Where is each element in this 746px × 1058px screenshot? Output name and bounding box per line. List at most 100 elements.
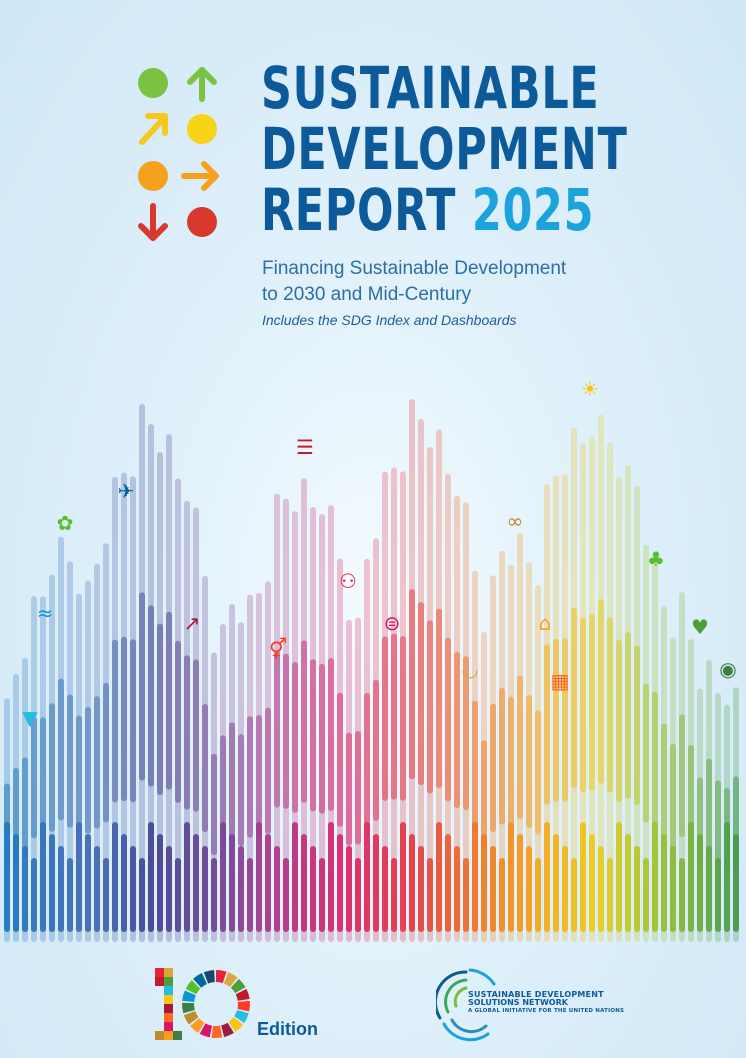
bar-segment [355,858,361,932]
bar-segment [337,834,343,932]
bar-segment [625,834,631,932]
bar-segment [409,589,415,780]
peace-dove-icon: ✈ [118,479,135,503]
bar-segment [265,707,271,834]
bar-segment [166,846,172,932]
bar-segment [463,858,469,932]
bar-segment [643,858,649,932]
bar-segment [454,651,460,809]
bar-segment [175,640,181,803]
sdsn-globe-icon [436,968,496,1042]
bar-segment [364,822,370,932]
bar-segment [463,656,469,811]
bar-segment [202,703,208,833]
sdg-wheel-segment [182,990,196,1002]
bar-segment [274,650,280,808]
bar-segment [94,846,100,932]
bar-segment [634,645,640,806]
bar-segment [166,611,172,790]
sdr-logo-grid [138,67,219,241]
bar-segment [4,822,10,932]
bar-segment [112,639,118,803]
bar-segment [31,858,37,932]
bar-segment [679,858,685,932]
digit-one-mosaic [155,968,182,1040]
bar-segment [616,822,622,932]
bar-segment [373,834,379,932]
bar-segment [535,709,541,835]
fish-icon: ≈ [37,601,54,625]
bar-segment [625,632,631,799]
bar-segment [220,822,226,932]
growth-chart-icon: ↗ [184,611,201,635]
bar-segment [319,858,325,932]
bar-segment [445,637,451,802]
bar-segment [157,623,163,796]
bar-segment [616,639,622,803]
sdg-bars-illustration: ▼ ≈ ✿ ✈ ↗ ⚥ ☰ ⚇ ⊜ ◡ ∞ ⌂ ▦ ☀ ♣ ♥ ◉ [4,380,739,942]
sdg-wheel-segment [235,988,250,1001]
bar-segment [355,731,361,845]
bar-segment [670,743,676,851]
bar-segment [580,617,586,793]
blocks-icon: ▦ [551,669,570,693]
bar-segment [670,846,676,932]
sdg-wheel-segment [182,1002,195,1014]
bar-segment [427,620,433,794]
heartbeat-icon: ♥ [691,615,709,639]
bar-segment [175,858,181,932]
bar-segment [391,633,397,800]
city-icon: ⌂ [539,611,552,635]
bar-segment [445,834,451,932]
bar-segment [715,780,721,868]
bar-segment [184,822,190,932]
bar-segment [373,679,379,821]
sdg-wheel-icon [182,970,250,1038]
bar-segment [148,822,154,932]
bar-segment [58,678,64,821]
title-line-3: REPORT 2025 [261,180,628,241]
sdg-wheel-segment [193,973,207,988]
bar-segment [229,834,235,932]
bar-segment [283,653,289,809]
green-dot-icon [138,68,168,98]
up-arrow-icon [187,67,217,102]
bar-segment [562,638,568,802]
bar-segment [76,715,82,838]
bar-segment [490,846,496,932]
bar-segment [310,846,316,932]
bar-segment [211,858,217,932]
bar-segment [319,663,325,814]
bar-segment [310,659,316,812]
bar-segment [40,822,46,932]
bar-segment [598,846,604,932]
bar-segment [211,753,217,856]
bar-segment [661,723,667,842]
bar-segment [85,706,91,834]
bar-segment [652,691,658,827]
sdsn-line-3: A GLOBAL INITIATIVE FOR THE UNITED NATIO… [468,1008,625,1014]
education-book-icon: ☰ [296,435,314,459]
bar-segment [715,858,721,932]
sdg-wheel-segment [230,978,246,994]
bar-segment [22,846,28,932]
bar-segment [274,846,280,932]
bar-segment [139,858,145,932]
bar-segment [499,858,505,932]
bar-segment [139,592,145,781]
bar-segment [121,636,127,802]
bar-segment [184,655,190,810]
bar-segment [292,822,298,932]
bar-segment [589,834,595,932]
gender-equality-icon: ⚥ [269,637,287,661]
bar-segment [436,608,442,789]
bar-segment [508,822,514,932]
bar-segment [427,858,433,932]
bar-segment [553,834,559,932]
subtitle-line-2: to 2030 and Mid-Century [262,284,472,305]
bar-segment [553,638,559,802]
bar-segment [31,717,37,839]
bar-segment [337,692,343,827]
sdg-wheel-segment [190,1018,205,1033]
up-right-arrow-icon [139,113,168,145]
